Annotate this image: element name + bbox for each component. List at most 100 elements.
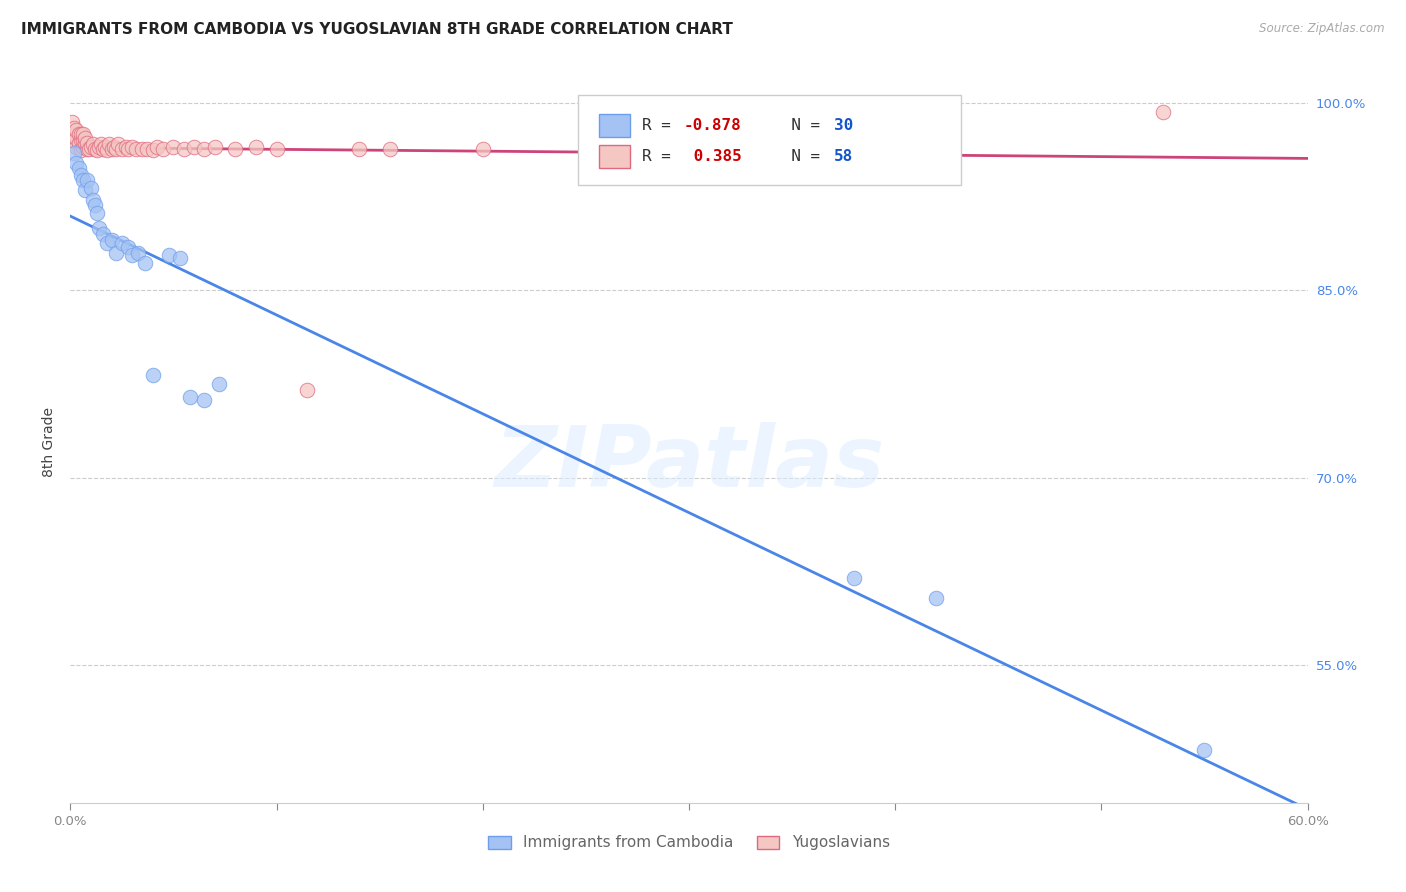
Point [134, 256, 156, 270]
Point [67, 127, 90, 141]
Point [94, 139, 117, 153]
Point [169, 251, 191, 265]
Point [84, 142, 107, 156]
Point [121, 248, 143, 262]
Bar [599, 114, 630, 137]
Point [111, 142, 134, 156]
Text: -0.878: -0.878 [683, 119, 742, 133]
Point [193, 142, 215, 156]
Text: ZIPatlas: ZIPatlas [494, 422, 884, 505]
Point [65, 123, 87, 137]
Point [90, 136, 112, 151]
Point [65, 139, 87, 153]
Text: 30: 30 [834, 119, 853, 133]
Point [378, 142, 401, 156]
Point [173, 142, 195, 156]
Point [60, 114, 83, 128]
Y-axis label: 8th Grade: 8th Grade [42, 407, 56, 476]
Point [91, 227, 114, 241]
Point [96, 143, 118, 157]
Point [69, 143, 91, 157]
Point [103, 139, 125, 153]
Point [131, 142, 153, 156]
Point [107, 136, 129, 151]
Point [179, 390, 201, 404]
Point [266, 142, 288, 156]
Point [76, 173, 98, 187]
Text: R =: R = [643, 149, 681, 163]
Text: R =: R = [643, 119, 681, 133]
Point [224, 142, 246, 156]
Point [86, 206, 108, 220]
Point [91, 142, 114, 156]
Point [208, 377, 231, 392]
Point [69, 127, 91, 141]
Point [65, 130, 87, 145]
Point [111, 235, 134, 250]
Point [142, 368, 165, 383]
Point [96, 235, 118, 250]
Point [117, 239, 139, 253]
Point [842, 571, 865, 585]
Point [72, 139, 94, 153]
Text: IMMIGRANTS FROM CAMBODIA VS YUGOSLAVIAN 8TH GRADE CORRELATION CHART: IMMIGRANTS FROM CAMBODIA VS YUGOSLAVIAN … [21, 22, 733, 37]
Text: 58: 58 [834, 149, 853, 163]
Point [67, 161, 90, 175]
Text: N =: N = [772, 119, 830, 133]
Point [127, 245, 149, 260]
Point [142, 143, 165, 157]
Point [183, 139, 205, 153]
Point [104, 142, 127, 156]
Point [162, 139, 184, 153]
Point [76, 136, 98, 150]
Point [471, 142, 494, 156]
Point [125, 142, 148, 156]
Point [72, 173, 94, 187]
Point [104, 245, 127, 260]
Text: Source: ZipAtlas.com: Source: ZipAtlas.com [1260, 22, 1385, 36]
Text: N =: N = [772, 149, 830, 163]
Point [297, 384, 319, 398]
Point [72, 127, 94, 141]
Point [76, 142, 98, 156]
Point [77, 142, 100, 156]
Point [245, 139, 267, 153]
FancyBboxPatch shape [578, 95, 962, 185]
Point [73, 183, 96, 197]
Point [63, 133, 86, 147]
Point [69, 133, 91, 147]
Point [73, 136, 96, 150]
Point [84, 198, 107, 212]
Point [80, 139, 103, 153]
Point [117, 142, 139, 156]
Point [67, 136, 90, 150]
Point [135, 142, 157, 156]
Point [740, 142, 762, 156]
Point [60, 127, 83, 141]
Point [193, 393, 215, 408]
Point [157, 248, 180, 262]
Point [115, 139, 138, 153]
Point [204, 139, 226, 153]
Point [100, 142, 122, 156]
Point [121, 139, 143, 153]
Point [100, 233, 122, 247]
Point [82, 194, 104, 208]
Point [98, 136, 121, 151]
Bar [599, 145, 630, 168]
Point [82, 136, 104, 151]
Point [152, 142, 174, 156]
Point [1152, 104, 1174, 119]
Point [86, 143, 108, 157]
Point [65, 155, 87, 169]
Point [72, 133, 94, 147]
Point [89, 139, 111, 153]
Point [69, 169, 91, 183]
Point [925, 591, 948, 605]
Point [63, 145, 86, 160]
Point [73, 130, 96, 145]
Legend: Immigrants from Cambodia, Yugoslavians: Immigrants from Cambodia, Yugoslavians [482, 830, 896, 856]
Point [347, 142, 370, 156]
Point [63, 120, 86, 135]
Point [89, 220, 111, 235]
